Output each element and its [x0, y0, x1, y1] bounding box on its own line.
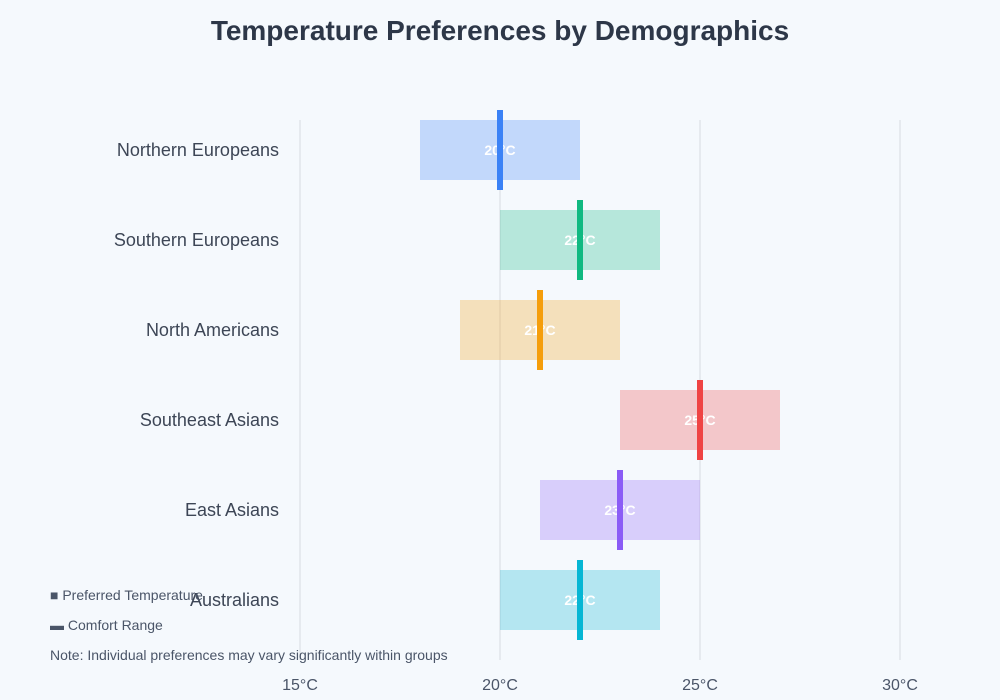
category-label: Northern Europeans — [117, 140, 279, 160]
chart-note: Note: Individual preferences may vary si… — [50, 647, 448, 663]
x-tick-label: 25°C — [682, 677, 718, 694]
preferred-temperature-marker — [617, 470, 623, 550]
preferred-temperature-marker — [697, 380, 703, 460]
x-tick-label: 20°C — [482, 677, 518, 694]
chart-title: Temperature Preferences by Demographics — [211, 15, 789, 46]
preferred-temperature-marker — [577, 200, 583, 280]
preferred-temperature-marker — [577, 560, 583, 640]
category-label: Southern Europeans — [114, 230, 279, 250]
category-label: East Asians — [185, 500, 279, 520]
category-label: North Americans — [146, 320, 279, 340]
category-label: Southeast Asians — [140, 410, 279, 430]
preferred-temperature-marker — [497, 110, 503, 190]
preferred-temperature-marker — [537, 290, 543, 370]
legend-comfort-range: ▬ Comfort Range — [50, 617, 163, 633]
x-tick-label: 30°C — [882, 677, 918, 694]
category-label: Australians — [190, 590, 279, 610]
legend-preferred: ■ Preferred Temperature — [50, 587, 203, 603]
x-tick-label: 15°C — [282, 677, 318, 694]
